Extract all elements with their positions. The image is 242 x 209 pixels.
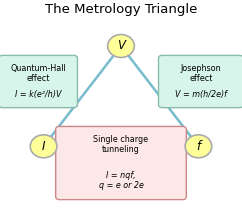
Text: The Metrology Triangle: The Metrology Triangle (45, 3, 197, 16)
Text: Josephson
effect: Josephson effect (181, 64, 221, 83)
Circle shape (30, 135, 57, 158)
Circle shape (185, 135, 212, 158)
Text: f: f (196, 140, 201, 153)
Text: V: V (117, 40, 125, 52)
FancyBboxPatch shape (56, 126, 186, 200)
Text: I: I (42, 140, 45, 153)
Text: I = k(e²/h)V: I = k(e²/h)V (15, 90, 61, 99)
FancyBboxPatch shape (159, 55, 242, 108)
Text: V = m(h/2e)f: V = m(h/2e)f (175, 90, 227, 99)
Text: Quantum-Hall
effect: Quantum-Hall effect (10, 64, 66, 83)
Text: I = nqf,
q = e or 2e: I = nqf, q = e or 2e (98, 171, 144, 190)
FancyBboxPatch shape (0, 55, 77, 108)
Circle shape (108, 34, 134, 57)
Text: Single charge
tunneling: Single charge tunneling (93, 135, 149, 154)
